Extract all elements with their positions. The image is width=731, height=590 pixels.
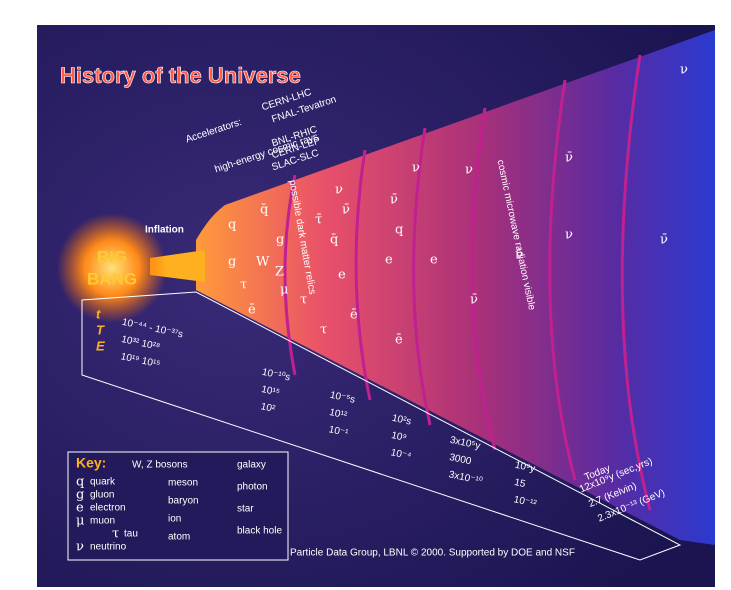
particle: ν̄: [342, 203, 350, 218]
key-symbol: τ: [112, 527, 119, 542]
particle: τ: [320, 323, 327, 338]
particle: ν: [565, 228, 573, 243]
key-label: neutrino: [90, 542, 127, 553]
key-label: electron: [90, 503, 126, 514]
particle: q̄: [330, 233, 338, 248]
particle: τ̄: [315, 213, 322, 228]
timeline-row-label: E: [96, 338, 105, 353]
poster: History of the Universe Accelerators: hi…: [0, 0, 731, 590]
particle: W: [256, 255, 270, 270]
particle: Z: [275, 265, 284, 280]
big-bang-label: BANG: [87, 269, 137, 288]
key-label: baryon: [168, 496, 199, 507]
key-label: tau: [124, 529, 138, 540]
particle: ν: [465, 163, 473, 178]
big-bang-label: BIG: [97, 247, 127, 266]
particle: q: [395, 223, 403, 238]
timeline-row-label: t: [96, 306, 101, 321]
particle: ē: [395, 333, 403, 348]
key-label: atom: [168, 532, 190, 543]
key-label: quark: [90, 477, 116, 488]
particle: ē: [350, 308, 358, 323]
timeline-row-label: T: [96, 322, 105, 337]
particle: ν̄: [515, 248, 523, 263]
particle: ν: [335, 183, 343, 198]
key-symbol: ν: [76, 540, 84, 555]
key-label: star: [237, 504, 254, 515]
key-symbol: μ: [76, 514, 84, 529]
inflation-label: Inflation: [145, 225, 184, 236]
key-label: ion: [168, 514, 181, 525]
particle: μ: [280, 283, 288, 298]
particle: e: [430, 253, 438, 268]
title: History of the Universe: [60, 63, 301, 88]
particle: τ: [240, 278, 247, 293]
key-label: galaxy: [237, 460, 266, 471]
particle: g: [276, 233, 284, 248]
key-label: meson: [168, 478, 198, 489]
key-label: photon: [237, 482, 268, 493]
key-label: black hole: [237, 526, 282, 537]
particle: ν: [412, 161, 420, 176]
key-label: gluon: [90, 490, 114, 501]
particle: ν: [680, 63, 688, 78]
particle: ν̄: [565, 151, 573, 166]
particle: q̄: [260, 203, 268, 218]
footer: Particle Data Group, LBNL © 2000. Suppor…: [290, 548, 575, 559]
particle: g: [228, 255, 236, 270]
key-label: muon: [90, 516, 115, 527]
key-label: W, Z bosons: [132, 460, 188, 471]
particle: ν̄: [470, 293, 478, 308]
key-title: Key:: [76, 455, 106, 471]
particle: ē: [248, 303, 256, 318]
particle: q: [228, 218, 236, 233]
particle: ν̄: [660, 233, 668, 248]
particle: e: [385, 253, 393, 268]
particle: τ: [300, 293, 307, 308]
particle: ν̄: [390, 193, 398, 208]
particle: e: [338, 268, 346, 283]
